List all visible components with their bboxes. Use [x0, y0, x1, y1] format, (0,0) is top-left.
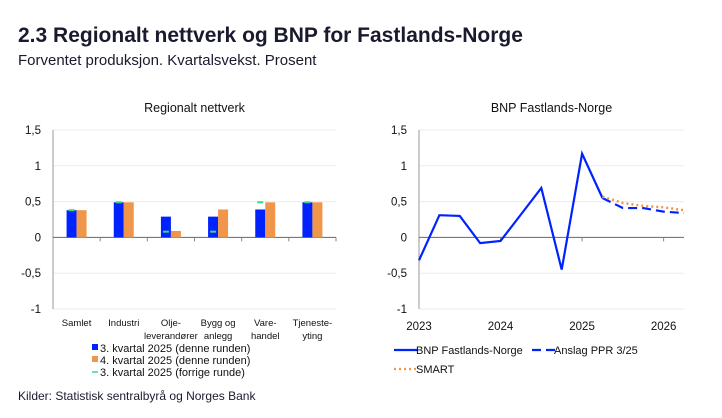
bar-chart-category-label: Bygg og: [201, 318, 236, 329]
source-note: Kilder: Statistisk sentralbyrå og Norges…: [18, 389, 256, 403]
line-chart-title: BNP Fastlands-Norge: [491, 101, 612, 115]
line-chart-ytick-label: 1,5: [391, 125, 407, 137]
legend-label: Anslag PPR 3/25: [554, 345, 638, 357]
bar-q3-current: [66, 210, 77, 238]
bar-chart-category-label: handel: [251, 331, 280, 342]
bar-q4-current: [76, 210, 87, 238]
line-chart-ytick-label: -0,5: [387, 268, 407, 280]
figure-subtitle: Forventet produksjon. Kvartalsvekst. Pro…: [18, 52, 317, 69]
legend-label: BNP Fastlands-Norge: [416, 345, 523, 357]
bar-chart-category-label: Vare-: [254, 318, 277, 329]
bar-q4-current: [312, 202, 323, 238]
line-chart-ytick-label: -1: [397, 304, 407, 316]
line-chart-ytick-label: 1: [401, 161, 407, 173]
bar-chart-ytick-label: 0: [35, 232, 41, 244]
bar-q3-current: [302, 202, 313, 238]
legend-swatch: [92, 356, 98, 362]
bar-chart-ytick-label: 1,5: [25, 125, 41, 137]
bar-chart-category-label: Samlet: [62, 318, 92, 329]
line-chart-xtick-label: 2024: [488, 321, 514, 333]
legend-label: SMART: [416, 364, 455, 376]
line-chart-xtick-label: 2025: [569, 321, 595, 333]
line-chart-ytick-label: 0,5: [391, 197, 407, 209]
bar-chart-ytick-label: -1: [31, 304, 41, 316]
legend-label: 4. kvartal 2025 (denne runden): [100, 355, 250, 367]
bar-q3-current: [208, 216, 219, 238]
legend-swatch: [92, 344, 98, 350]
bar-q4-current: [123, 202, 134, 238]
line-series-solid: [417, 149, 604, 270]
bar-q3-current: [113, 202, 124, 238]
bar-chart-category-label: Olje-: [161, 318, 181, 329]
bar-chart-ytick-label: -0,5: [21, 268, 41, 280]
line-chart-xtick-label: 2023: [406, 321, 432, 333]
bar-chart-title: Regionalt nettverk: [144, 101, 246, 115]
bar-chart-category-label: leverandører: [144, 331, 198, 342]
figure-title: 2.3 Regionalt nettverk og BNP for Fastla…: [18, 24, 523, 47]
bar-chart-ytick-label: 1: [35, 161, 41, 173]
bar-q3-current: [255, 209, 266, 238]
line-chart-ytick-label: 0: [401, 232, 407, 244]
bar-q4-current: [265, 202, 276, 238]
bar-chart-ytick-label: 0,5: [25, 197, 41, 209]
bar-q4-current: [218, 209, 229, 238]
bar-q4-current: [170, 230, 181, 238]
line-series-dotted: [602, 195, 685, 212]
bar-q3-current: [160, 216, 171, 238]
bar-chart-category-label: Tjeneste-: [293, 318, 333, 329]
legend-label: 3. kvartal 2025 (forrige runde): [100, 367, 245, 379]
line-series-dashed: [601, 197, 685, 215]
legend-label: 3. kvartal 2025 (denne runden): [100, 343, 250, 355]
bar-chart-category-label: Industri: [108, 318, 139, 329]
bar-chart-category-label: yting: [302, 331, 322, 342]
bar-chart-category-label: anlegg: [204, 331, 233, 342]
line-chart-xtick-label: 2026: [651, 321, 677, 333]
